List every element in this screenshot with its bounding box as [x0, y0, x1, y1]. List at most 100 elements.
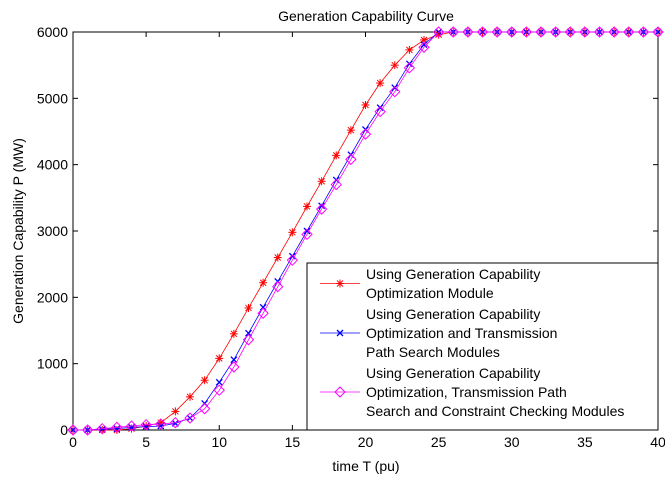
data-point — [345, 153, 357, 166]
legend-label: Using Generation Capability — [366, 365, 540, 381]
y-axis-label: Generation Capability P (MW) — [10, 138, 26, 324]
y-tick-label: 4000 — [37, 157, 68, 173]
data-point — [288, 252, 296, 260]
data-point — [244, 303, 253, 312]
data-point — [315, 203, 328, 215]
y-tick-label: 3000 — [37, 223, 68, 239]
data-point — [242, 334, 255, 346]
data-point — [346, 126, 355, 135]
legend-label: Using Generation Capability — [366, 306, 540, 322]
data-point — [317, 177, 326, 186]
x-tick-label: 35 — [577, 434, 593, 450]
data-point — [391, 84, 399, 92]
data-point — [374, 105, 386, 118]
data-point — [186, 392, 194, 401]
data-point — [405, 60, 413, 68]
data-point — [245, 329, 252, 337]
data-point — [432, 26, 445, 38]
data-point — [81, 424, 94, 436]
chart-title: Generation Capability Curve — [278, 8, 454, 24]
legend-entry: Using Generation Capability Optimization … — [320, 306, 557, 360]
data-point — [462, 26, 474, 38]
data-point — [272, 281, 284, 293]
x-tick-label: 10 — [211, 434, 227, 450]
data-point — [96, 422, 108, 435]
data-point — [67, 424, 79, 436]
data-point — [318, 202, 326, 210]
data-point — [228, 361, 240, 373]
data-point — [215, 354, 224, 363]
data-point — [447, 26, 459, 38]
data-point — [476, 26, 489, 38]
data-point — [273, 253, 282, 262]
legend-label: Path Search Modules — [366, 344, 500, 360]
data-point — [334, 386, 346, 398]
x-tick-label: 0 — [69, 434, 77, 450]
y-tick-label: 6000 — [37, 24, 68, 40]
data-point — [637, 26, 650, 38]
x-tick-label: 15 — [285, 434, 301, 450]
data-point — [303, 202, 311, 211]
x-tick-label: 5 — [142, 434, 150, 450]
y-tick-label: 5000 — [37, 90, 68, 106]
data-point — [579, 26, 591, 38]
data-point — [140, 418, 152, 431]
data-point — [229, 329, 238, 338]
data-point — [608, 26, 620, 38]
series-3 — [67, 26, 664, 436]
data-point — [286, 254, 299, 266]
data-point — [200, 376, 209, 385]
x-tick-label: 40 — [650, 434, 665, 450]
data-point — [376, 79, 385, 88]
data-point — [376, 104, 384, 112]
y-tick-label: 2000 — [37, 289, 68, 305]
data-point — [418, 41, 430, 53]
x-tick-label: 20 — [358, 434, 374, 450]
data-point — [593, 26, 606, 38]
legend-label: Optimization, Transmission Path — [366, 384, 567, 400]
x-tick-label: 30 — [504, 434, 520, 450]
data-point — [171, 407, 180, 416]
x-axis-label: time T (pu) — [332, 458, 399, 474]
data-point — [330, 178, 342, 191]
data-point — [213, 384, 225, 396]
data-point — [535, 26, 547, 38]
data-point — [491, 26, 503, 38]
data-point — [336, 329, 344, 337]
y-tick-label: 1000 — [37, 356, 68, 372]
data-point — [332, 151, 341, 160]
data-point — [652, 26, 664, 38]
legend-label: Optimization Module — [366, 285, 494, 301]
data-point — [389, 85, 401, 98]
data-point — [303, 227, 311, 235]
data-point — [405, 45, 414, 54]
legend-entry: Using Generation Capability Optimization,… — [320, 365, 624, 419]
x-tick-label: 25 — [431, 434, 447, 450]
data-point — [301, 228, 313, 241]
data-point — [623, 26, 635, 38]
legend: Using Generation Capability Optimization … — [306, 262, 659, 431]
data-point — [359, 128, 372, 140]
data-point — [169, 416, 182, 429]
data-point — [111, 421, 123, 434]
legend-label: Optimization and Transmission — [366, 325, 557, 341]
data-point — [288, 228, 297, 237]
data-point — [549, 26, 562, 38]
data-point — [403, 62, 416, 74]
legend-label: Search and Constraint Checking Modules — [366, 403, 624, 419]
legend-entry: Using Generation Capability Optimization … — [320, 266, 540, 301]
data-point — [125, 420, 138, 432]
legend-label: Using Generation Capability — [366, 266, 540, 282]
data-point — [506, 26, 518, 38]
data-point — [215, 378, 223, 386]
data-point — [198, 403, 211, 415]
data-point — [361, 100, 370, 109]
data-point — [155, 418, 167, 430]
data-point — [520, 26, 533, 38]
data-point — [257, 307, 269, 319]
legend-box — [306, 262, 659, 431]
y-tick-label: 0 — [60, 422, 68, 438]
data-point — [420, 41, 428, 49]
